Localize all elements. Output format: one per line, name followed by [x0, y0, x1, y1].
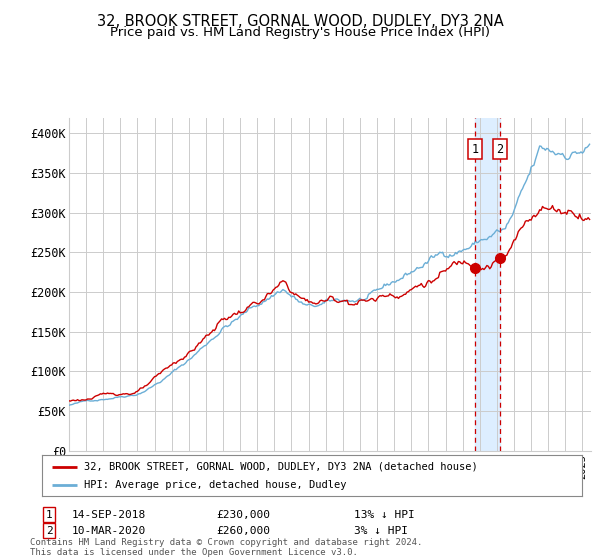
Text: 2: 2: [46, 526, 53, 536]
Text: 1: 1: [471, 143, 478, 156]
Text: 2: 2: [497, 143, 503, 156]
Text: £230,000: £230,000: [216, 510, 270, 520]
Text: 3% ↓ HPI: 3% ↓ HPI: [354, 526, 408, 536]
Text: £260,000: £260,000: [216, 526, 270, 536]
Text: HPI: Average price, detached house, Dudley: HPI: Average price, detached house, Dudl…: [84, 480, 347, 490]
Text: 32, BROOK STREET, GORNAL WOOD, DUDLEY, DY3 2NA: 32, BROOK STREET, GORNAL WOOD, DUDLEY, D…: [97, 14, 503, 29]
Text: 13% ↓ HPI: 13% ↓ HPI: [354, 510, 415, 520]
Text: 1: 1: [46, 510, 53, 520]
Text: 32, BROOK STREET, GORNAL WOOD, DUDLEY, DY3 2NA (detached house): 32, BROOK STREET, GORNAL WOOD, DUDLEY, D…: [84, 461, 478, 472]
Text: 10-MAR-2020: 10-MAR-2020: [72, 526, 146, 536]
Text: Contains HM Land Registry data © Crown copyright and database right 2024.
This d: Contains HM Land Registry data © Crown c…: [30, 538, 422, 557]
Text: 14-SEP-2018: 14-SEP-2018: [72, 510, 146, 520]
Text: Price paid vs. HM Land Registry's House Price Index (HPI): Price paid vs. HM Land Registry's House …: [110, 26, 490, 39]
Bar: [475, 118, 500, 451]
